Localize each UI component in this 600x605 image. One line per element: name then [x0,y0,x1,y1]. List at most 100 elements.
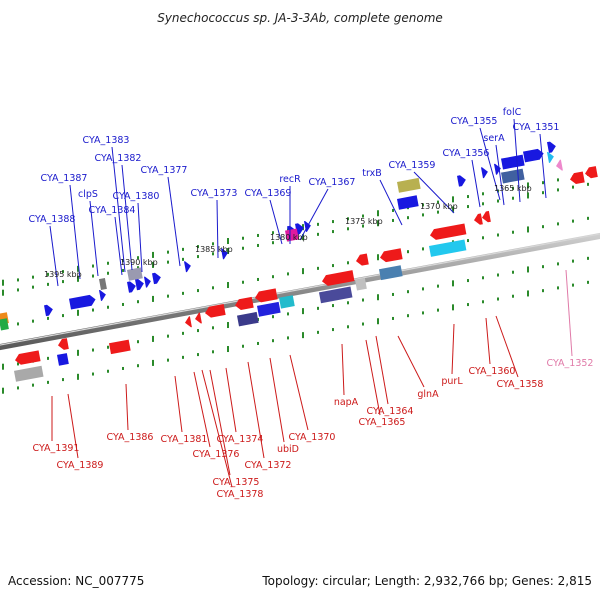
tick-mark [572,219,574,223]
tick-mark [512,230,514,234]
gene-arrow-reverse [481,210,491,223]
tick-mark [497,273,499,277]
tick-mark [392,208,394,212]
tick-mark [332,220,334,224]
tick-mark [332,264,334,268]
tick-mark [197,255,199,259]
leader-line [216,199,219,259]
gene-label: CYA_1389 [57,460,104,471]
map-title: Synechococcus sp. JA-3-3Ab, complete gen… [157,11,443,25]
gene-label: CYA_1360 [469,366,516,377]
leader-line [137,202,143,273]
tick-mark [227,238,229,245]
tick-mark [542,289,544,293]
tick-mark [527,290,529,297]
gene-block [396,195,419,210]
tick-mark [332,328,334,332]
tick-mark [2,363,4,370]
tick-mark [317,330,319,334]
scale-label: 1365 kbp [494,184,532,193]
leader-line [125,383,129,431]
tick-mark [422,311,424,315]
tick-mark [107,369,109,373]
gene-arrow-reverse [195,312,202,324]
tick-mark [182,331,184,335]
tick-mark [167,334,169,338]
tick-mark [497,199,499,203]
tick-mark [512,186,514,190]
tick-mark [407,314,409,318]
tick-mark [347,301,349,305]
tick-mark [257,341,259,345]
tick-mark [242,236,244,240]
leader-line [269,199,283,245]
leader-line [269,357,285,443]
tick-mark [152,251,154,258]
gene-arrow-reverse [570,171,585,184]
leader-line [167,176,181,267]
tick-mark [452,304,454,311]
gene-arrow-reverse [14,350,41,365]
gene-label: CYA_1359 [389,160,436,171]
tick-mark [272,241,274,245]
tick-mark [287,272,289,276]
tick-mark [422,203,424,207]
leader-line [201,369,233,488]
gene-arrow-reverse [555,159,563,171]
tick-mark [122,258,124,262]
tick-mark [107,305,109,309]
tick-mark [272,339,274,343]
tick-mark [482,192,484,196]
gene-label: CYA_1375 [213,477,260,488]
gene-label: clpS [78,189,98,200]
tick-mark [122,302,124,306]
leader-line [49,225,59,287]
tick-mark [212,326,214,330]
tick-mark [77,349,79,356]
gene-block [354,277,367,291]
gene-label: CYA_1383 [83,135,130,146]
leader-line [111,146,126,273]
gene-label: CYA_1391 [33,443,80,454]
tick-mark [92,348,94,352]
tick-mark [482,236,484,240]
leader-line [479,127,501,201]
gene-label: CYA_1374 [217,434,264,445]
gene-block [428,239,467,257]
tick-mark [467,195,469,199]
tick-mark [212,286,214,290]
gene-block [396,177,421,193]
tick-mark [2,289,4,296]
tick-mark [2,279,4,286]
gene-arrow-reverse [585,166,598,179]
gene-label: CYA_1358 [497,379,544,390]
tick-mark [407,216,409,220]
gene-block [0,318,9,331]
genome-summary-text: Topology: circular; Length: 2,932,766 bp… [261,574,592,588]
tick-mark [572,259,574,263]
tick-mark [332,304,334,308]
tick-mark [497,233,499,237]
tick-mark [167,358,169,362]
tick-mark [497,297,499,301]
gene-arrow-forward [220,248,228,260]
tick-mark [542,191,544,195]
tick-mark [287,312,289,316]
gene-arrow-reverse [429,223,467,240]
gene-arrow-reverse [57,338,69,350]
gene-arrow-forward [98,289,106,301]
tick-mark [542,181,544,185]
scale-label: 1370 kbp [420,202,458,211]
tick-mark [317,232,319,236]
tick-mark [392,218,394,222]
tick-mark [452,206,454,213]
leader-line [565,269,573,357]
tick-mark [17,278,19,282]
tick-mark [122,268,124,272]
leader-line [289,354,309,431]
tick-mark [152,335,154,342]
gene-arrow-forward [151,272,161,285]
gene-block [98,278,107,290]
tick-mark [317,266,319,270]
